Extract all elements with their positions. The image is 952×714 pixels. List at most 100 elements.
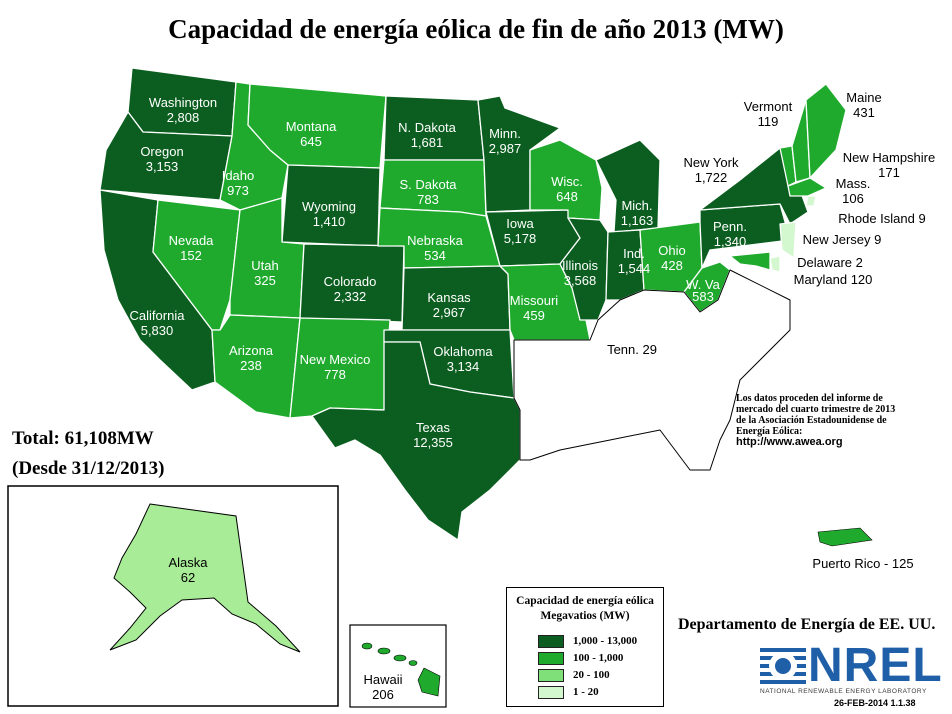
state-label-nevada: Nevada — [169, 233, 215, 248]
state-label-south-dakota: S. Dakota — [399, 177, 457, 192]
state-label-ohio: Ohio — [658, 243, 685, 258]
state-label-oklahoma: Oklahoma — [433, 344, 493, 359]
state-value-pennsylvania: 1,340 — [714, 234, 747, 249]
legend-item: 1,000 - 13,000 — [538, 634, 637, 648]
state-value-colorado: 2,332 — [334, 289, 367, 304]
source-note: Los datos proceden del informe de mercad… — [736, 393, 921, 448]
state-value-utah: 325 — [254, 273, 276, 288]
state-value-vermont: 119 — [758, 114, 779, 129]
source-note-line: Los datos proceden del informe de — [736, 393, 883, 404]
state-label-massachusetts: Mass. — [836, 176, 871, 191]
legend-item: 100 - 1,000 — [538, 651, 623, 665]
state-southeast-nodata — [513, 269, 791, 471]
state-value-kansas: 2,967 — [433, 305, 466, 320]
nrel-subtitle: NATIONAL RENEWABLE ENERGY LABORATORY — [760, 688, 927, 695]
state-value-california: 5,830 — [141, 323, 174, 338]
state-label-texas: Texas — [416, 420, 450, 435]
legend: Capacidad de energía eólica Megavatios (… — [506, 587, 664, 707]
state-new-jersey — [779, 221, 797, 259]
nrel-emblem-icon — [760, 648, 806, 684]
state-value-montana: 645 — [300, 134, 322, 149]
nrel-wordmark: NREL — [808, 639, 943, 692]
state-label-west-virginia: W. Va — [686, 277, 720, 292]
state-label-new-hampshire: New Hampshire — [843, 150, 935, 165]
state-label-idaho: Idaho — [222, 168, 255, 183]
alaska-inset-frame — [7, 485, 339, 707]
source-note-line: mercado del cuarto trimestre de 2013 — [736, 404, 896, 415]
state-value-missouri: 459 — [523, 308, 545, 323]
state-maryland — [729, 251, 771, 271]
state-label-iowa: Iowa — [506, 216, 534, 231]
legend-swatch — [538, 668, 564, 682]
state-value-idaho: 973 — [227, 183, 249, 198]
state-label-utah: Utah — [251, 258, 278, 273]
department-name: Departamento de Energía de EE. UU. — [678, 616, 936, 633]
legend-label: 1,000 - 13,000 — [573, 635, 638, 647]
state-value-nevada: 152 — [180, 248, 202, 263]
state-texas — [311, 341, 521, 541]
state-rhode-island — [805, 195, 817, 207]
state-label-wyoming: Wyoming — [302, 199, 356, 214]
state-label-california: California — [130, 308, 186, 323]
state-massachusetts — [787, 177, 827, 197]
state-value-massachusetts: 106 — [842, 191, 864, 206]
source-url[interactable]: http://www.awea.org — [736, 436, 843, 448]
state-value-maine: 431 — [853, 105, 875, 120]
legend-item: 20 - 100 — [538, 668, 610, 682]
state-value-michigan: 1,163 — [621, 213, 654, 228]
state-value-hawaii: 206 — [372, 687, 394, 702]
state-value-indiana: 1,544 — [618, 261, 651, 276]
state-maine — [805, 83, 847, 179]
state-label-missouri: Missouri — [510, 293, 559, 308]
state-label-oregon: Oregon — [140, 144, 183, 159]
state-label-arizona: Arizona — [229, 343, 274, 358]
state-label-washington: Washington — [149, 95, 217, 110]
state-label-maryland: Maryland 120 — [794, 272, 873, 287]
state-illinois — [559, 217, 609, 321]
state-value-ohio: 428 — [661, 258, 683, 273]
state-value-south-dakota: 783 — [417, 192, 439, 207]
state-value-arizona: 238 — [240, 358, 262, 373]
legend-label: 20 - 100 — [573, 669, 610, 681]
hawaii-inset-frame — [349, 624, 447, 708]
state-value-new-hampshire: 171 — [878, 165, 900, 180]
state-label-kansas: Kansas — [427, 290, 471, 305]
legend-title: Capacidad de energía eólica Megavatios (… — [507, 594, 663, 624]
state-label-michigan: Mich. — [621, 198, 652, 213]
state-label-new-jersey: New Jersey 9 — [803, 232, 882, 247]
state-value-new-mexico: 778 — [324, 367, 346, 382]
state-label-illinois: Illinois — [562, 258, 599, 273]
state-value-minnesota: 2,987 — [489, 141, 522, 156]
state-label-tennessee: Tenn. 29 — [607, 342, 657, 357]
state-label-new-mexico: New Mexico — [300, 352, 371, 367]
state-value-west-virginia: 583 — [692, 289, 714, 304]
state-value-oklahoma: 3,134 — [447, 359, 480, 374]
state-label-vermont: Vermont — [744, 99, 793, 114]
state-label-rhode-island: Rhode Island 9 — [838, 211, 925, 226]
legend-swatch — [538, 634, 564, 648]
map-date: 26-FEB-2014 1.1.38 — [834, 698, 916, 708]
state-label-nebraska: Nebraska — [407, 233, 463, 248]
legend-label: 100 - 1,000 — [573, 652, 624, 664]
state-new-york — [699, 147, 809, 225]
state-label-minnesota: Minn. — [489, 126, 521, 141]
source-note-line: Energía Eólica: — [736, 426, 803, 437]
state-value-iowa: 5,178 — [504, 231, 537, 246]
state-value-new-york: 1,722 — [695, 170, 728, 185]
legend-swatch — [538, 685, 564, 699]
legend-item: 1 - 20 — [538, 685, 599, 699]
legend-swatch — [538, 651, 564, 665]
legend-label: 1 - 20 — [573, 686, 599, 698]
state-label-delaware: Delaware 2 — [797, 255, 863, 270]
state-value-washington: 2,808 — [167, 110, 200, 125]
state-value-north-dakota: 1,681 — [411, 135, 444, 150]
state-value-nebraska: 534 — [424, 248, 446, 263]
territory-label-puerto-rico: Puerto Rico - 125 — [812, 556, 913, 571]
legend-title-line: Megavatios (MW) — [540, 610, 630, 622]
state-value-texas: 12,355 — [413, 435, 453, 450]
state-delaware — [769, 255, 781, 273]
total-capacity: Total: 61,108MW (Desde 31/12/2013) — [12, 424, 165, 484]
state-label-montana: Montana — [286, 119, 337, 134]
state-alaska — [109, 503, 301, 653]
